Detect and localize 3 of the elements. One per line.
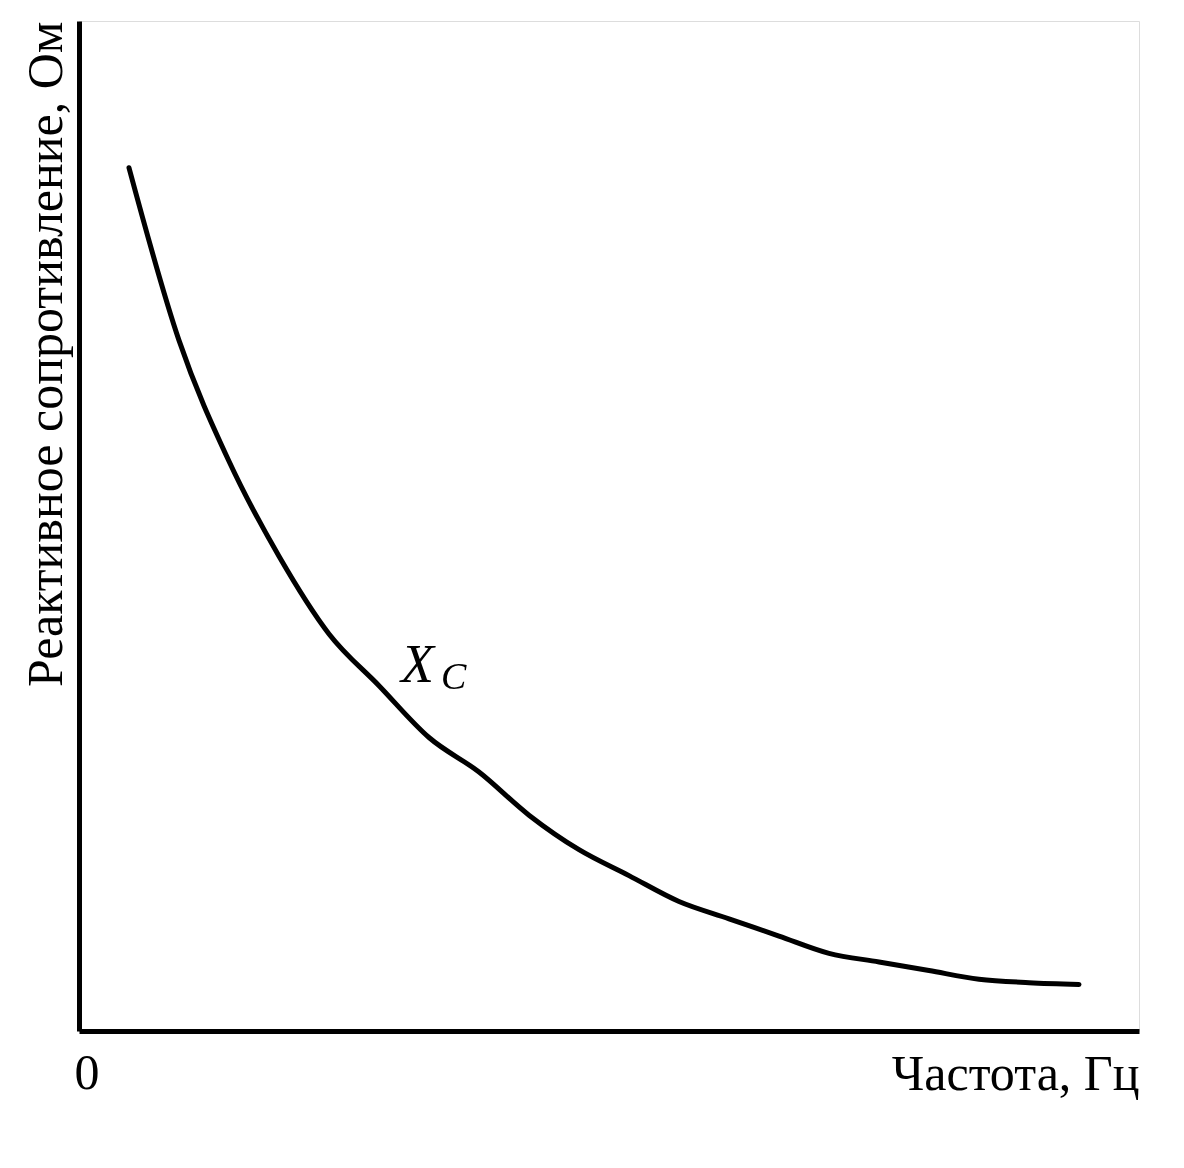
x-axis-title: Частота, Гц bbox=[891, 1044, 1140, 1101]
y-axis-title: Реактивное сопротивление, Ом bbox=[16, 21, 73, 688]
text: 0 bbox=[74, 1044, 100, 1100]
